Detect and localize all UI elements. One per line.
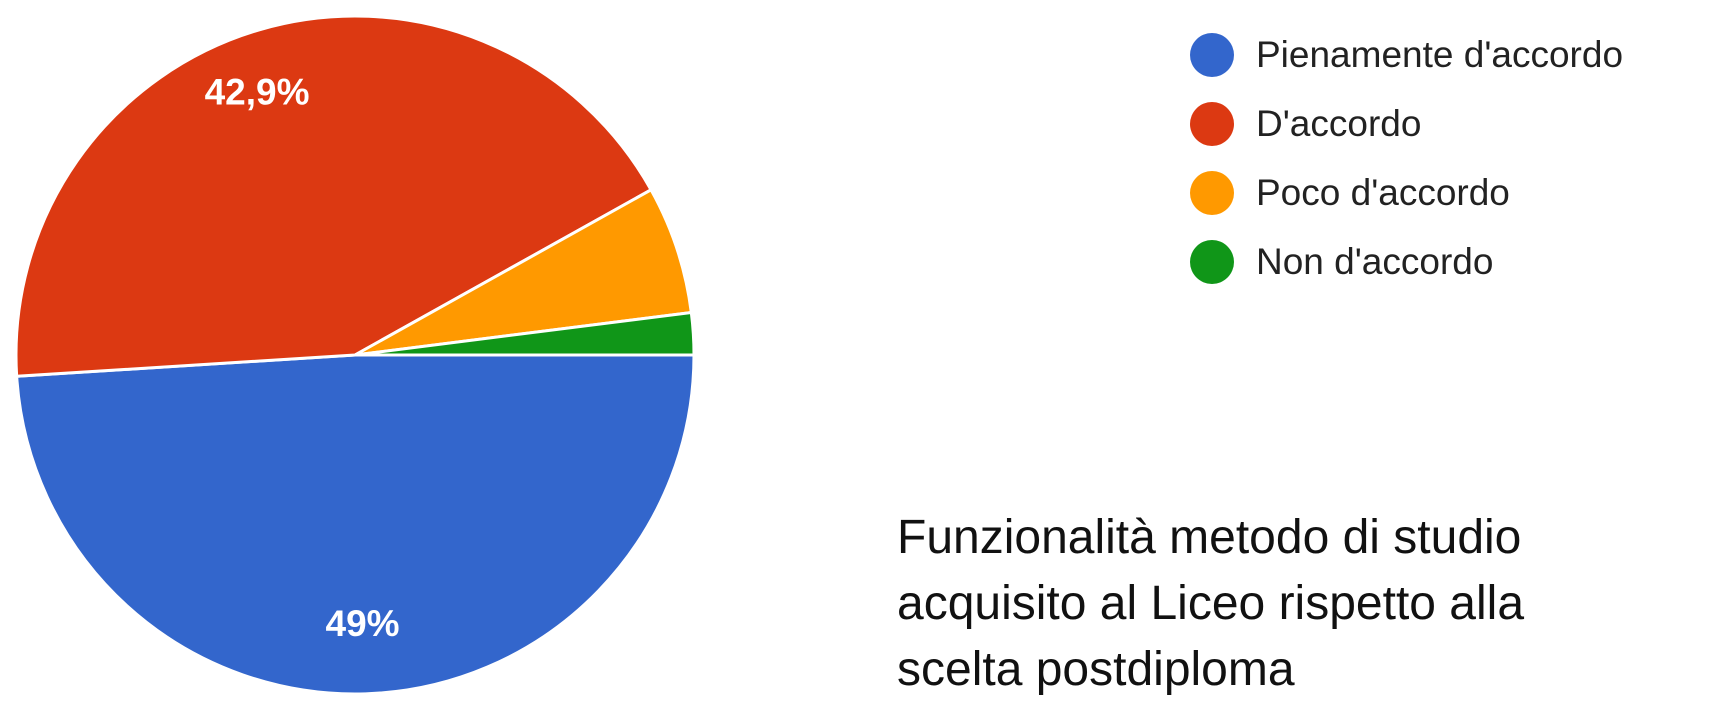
legend-item: D'accordo — [1190, 89, 1623, 158]
pie-slice — [354, 187, 694, 357]
pie-slice — [14, 14, 654, 378]
legend-item: Non d'accordo — [1190, 227, 1623, 296]
legend-label: Pienamente d'accordo — [1256, 33, 1624, 75]
legend-item: Pienamente d'accordo — [1190, 20, 1623, 89]
legend-label: Non d'accordo — [1256, 240, 1494, 282]
slice-label: 49% — [326, 603, 400, 644]
pie-slice — [15, 353, 696, 695]
legend-swatch — [1190, 32, 1234, 77]
legend-swatch — [1190, 170, 1234, 215]
legend-swatch — [1190, 239, 1234, 284]
legend-swatch — [1190, 101, 1234, 146]
chart-title: Funzionalità metodo di studio acquisito … — [897, 511, 1525, 696]
pie-slice — [354, 310, 696, 357]
legend-label: Poco d'accordo — [1256, 171, 1510, 213]
legend-item: Poco d'accordo — [1190, 158, 1623, 227]
legend-label: D'accordo — [1256, 102, 1422, 144]
slice-label: 42,9% — [205, 72, 310, 113]
legend: Pienamente d'accordo D'accordo Poco d'acco… — [1190, 20, 1623, 296]
pie-chart: 49% 42,9% — [14, 14, 696, 695]
